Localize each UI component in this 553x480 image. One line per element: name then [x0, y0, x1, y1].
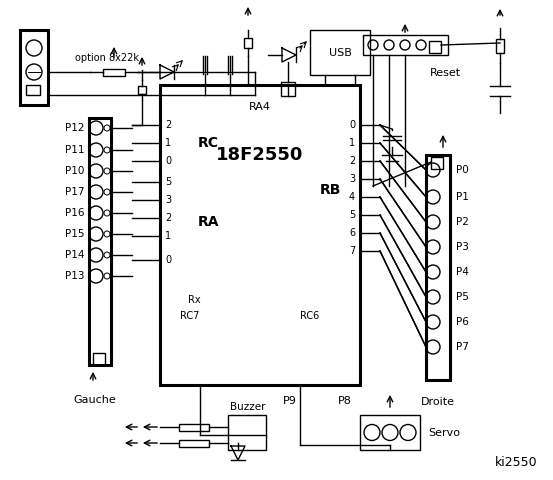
Text: RC7: RC7 [180, 311, 200, 321]
Bar [179, 440, 209, 446]
Text: P15: P15 [65, 229, 84, 239]
Bar [138, 86, 146, 94]
Text: RA: RA [198, 215, 220, 229]
Text: P11: P11 [65, 145, 84, 155]
Text: 5: 5 [349, 210, 355, 220]
Text: P17: P17 [65, 187, 84, 197]
Text: P0: P0 [456, 165, 469, 175]
Bar [363, 35, 448, 55]
Text: 0: 0 [165, 156, 171, 166]
Text: 1: 1 [165, 138, 171, 148]
Text: option 8x22k: option 8x22k [75, 53, 139, 63]
Bar [281, 82, 295, 96]
Text: 5: 5 [165, 177, 171, 187]
Text: RC6: RC6 [300, 311, 319, 321]
Text: Gauche: Gauche [74, 395, 116, 405]
Text: 1: 1 [349, 138, 355, 148]
Text: 7: 7 [349, 246, 355, 256]
Bar [360, 415, 420, 450]
Text: 18F2550: 18F2550 [216, 146, 304, 164]
Bar [26, 85, 40, 95]
Text: P8: P8 [338, 396, 352, 406]
Text: 2: 2 [165, 213, 171, 223]
Text: 1: 1 [165, 231, 171, 241]
Text: 2: 2 [165, 120, 171, 130]
Text: P7: P7 [456, 342, 469, 352]
Text: 0: 0 [165, 255, 171, 265]
Text: 0: 0 [349, 120, 355, 130]
Bar [496, 38, 504, 52]
Text: RC: RC [198, 136, 219, 150]
Bar [429, 41, 441, 53]
Bar [228, 415, 266, 450]
Text: 2: 2 [349, 156, 355, 166]
Bar [431, 157, 443, 169]
Bar [20, 30, 48, 105]
Text: 3: 3 [349, 174, 355, 184]
Text: P10: P10 [65, 166, 84, 176]
Text: 6: 6 [349, 228, 355, 238]
Text: Buzzer: Buzzer [230, 402, 266, 412]
Bar [244, 38, 252, 48]
Text: P4: P4 [456, 267, 469, 277]
Text: Servo: Servo [428, 428, 460, 437]
Bar [310, 30, 370, 75]
Text: P12: P12 [65, 123, 84, 133]
Bar [93, 353, 105, 365]
Text: P16: P16 [65, 208, 84, 218]
Text: USB: USB [328, 48, 352, 58]
Text: Reset: Reset [430, 68, 461, 78]
Bar [179, 423, 209, 431]
Text: P13: P13 [65, 271, 84, 281]
Text: Droite: Droite [421, 397, 455, 407]
Text: RB: RB [320, 183, 341, 197]
Text: ki2550: ki2550 [495, 456, 538, 468]
Text: P1: P1 [456, 192, 469, 202]
Text: P6: P6 [456, 317, 469, 327]
Bar [89, 118, 111, 365]
Bar [426, 155, 450, 380]
Bar [160, 85, 360, 385]
Text: P2: P2 [456, 217, 469, 227]
Bar [103, 69, 125, 75]
Text: Rx: Rx [188, 295, 201, 305]
Text: P14: P14 [65, 250, 84, 260]
Text: 4: 4 [349, 192, 355, 202]
Text: P9: P9 [283, 396, 297, 406]
Text: P5: P5 [456, 292, 469, 302]
Text: P3: P3 [456, 242, 469, 252]
Text: RA4: RA4 [249, 102, 271, 112]
Text: 3: 3 [165, 195, 171, 205]
